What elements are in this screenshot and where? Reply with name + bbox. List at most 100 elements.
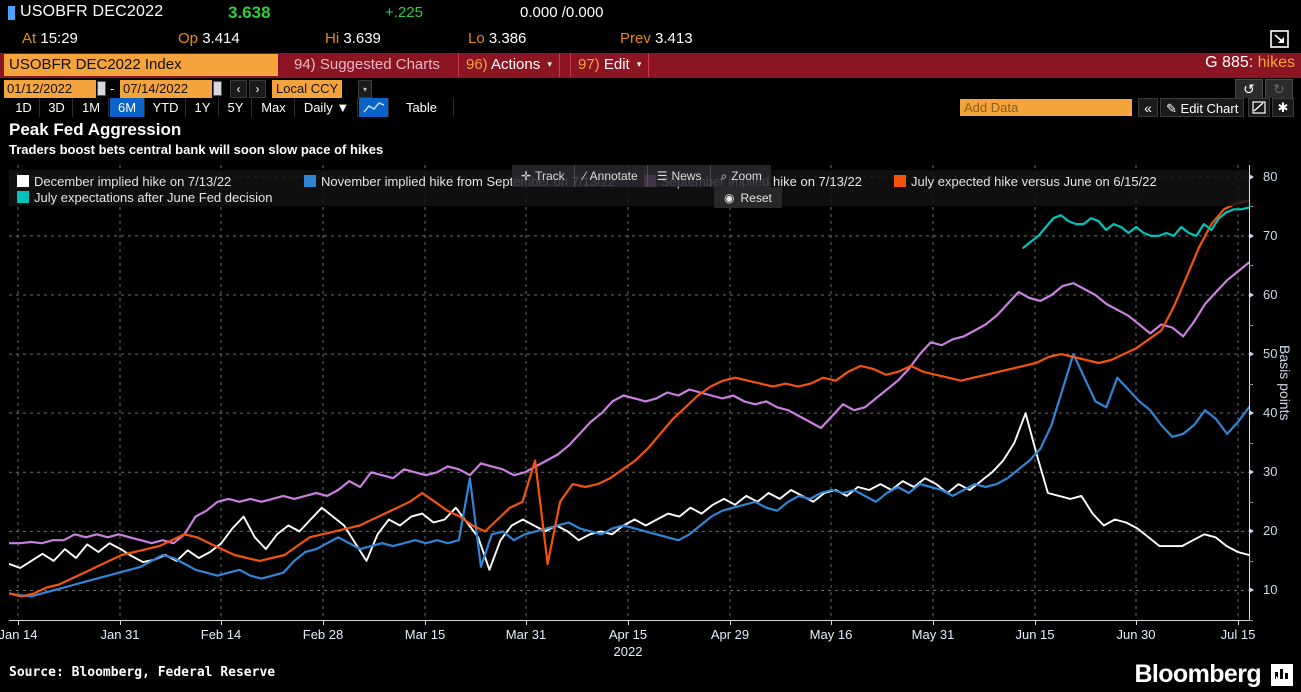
x-tick-label: Jun 30	[1116, 627, 1156, 642]
currency-selector[interactable]: Local CCY	[272, 80, 343, 98]
track-tool-button[interactable]: ✛ Track	[512, 165, 575, 187]
next-period-button[interactable]: ›	[249, 80, 266, 98]
range-button-max[interactable]: Max	[253, 98, 295, 117]
range-button-ytd[interactable]: YTD	[146, 98, 186, 117]
chart-gcode[interactable]: G 885: hikes	[1205, 54, 1295, 72]
x-tick-mark	[1136, 620, 1137, 625]
line-chart-type-icon[interactable]	[359, 98, 389, 117]
range-button-3d[interactable]: 3D	[41, 98, 73, 117]
x-tick-mark	[1035, 620, 1036, 625]
actions-menu-button[interactable]: 96) Actions ▾	[458, 53, 560, 77]
expand-icon[interactable]	[1267, 28, 1293, 50]
x-tick-label: Mar 31	[505, 627, 547, 642]
series-line	[9, 353, 1249, 598]
gear-icon[interactable]: ✱	[1272, 98, 1294, 117]
x-tick-mark	[730, 620, 731, 625]
chevron-down-icon: ▾	[547, 59, 552, 69]
collapse-panel-button[interactable]: «	[1138, 98, 1158, 117]
ticker-symbol: USOBFR DEC2022	[20, 3, 164, 20]
x-tick-label: May 31	[911, 627, 955, 642]
undo-button[interactable]: ↺	[1235, 79, 1263, 99]
x-tick-label: Feb 14	[200, 627, 242, 642]
stat-low: Lo 3.386	[468, 30, 526, 47]
series-line	[9, 412, 1249, 571]
chart-reset-bar[interactable]: ◉ Reset	[714, 187, 782, 208]
y-minor-tick	[1249, 265, 1253, 267]
stat-low-value: 3.386	[488, 30, 527, 47]
x-tick-mark	[425, 620, 426, 625]
y-minor-tick	[1249, 324, 1253, 326]
table-view-button[interactable]: Table	[390, 98, 454, 117]
chart-plot-area[interactable]	[9, 165, 1249, 620]
annotate-tool-button[interactable]: ⁄ Annotate	[575, 165, 648, 187]
end-calendar-icon[interactable]	[213, 81, 222, 96]
legend-item-december[interactable]: December implied hike on 7/13/22	[17, 174, 231, 189]
news-label: News	[671, 169, 702, 183]
news-tool-button[interactable]: ☰ News	[648, 165, 712, 187]
stat-prev-value: 3.413	[655, 30, 693, 47]
annotate-icon[interactable]	[1248, 98, 1270, 117]
crosshair-icon: ✛	[521, 169, 532, 183]
x-axis-line	[9, 620, 1249, 621]
legend-label-july-after-june: July expectations after June Fed decisio…	[34, 190, 273, 205]
legend-swatch-july-versus-june	[894, 175, 906, 187]
edit-number: 97)	[578, 56, 600, 73]
prev-period-button[interactable]: ‹	[230, 80, 247, 98]
y-tick-label: 10	[1263, 582, 1278, 598]
zoom-tool-button[interactable]: ⌕ Zoom	[711, 165, 770, 187]
y-minor-tick	[1249, 206, 1253, 208]
security-input[interactable]: USOBFR DEC2022 Index	[4, 54, 278, 76]
start-calendar-icon[interactable]	[97, 81, 106, 96]
x-axis-year-label: 2022	[613, 644, 643, 659]
ticker-color-block	[8, 6, 15, 20]
source-note: Source: Bloomberg, Federal Reserve	[9, 665, 276, 680]
redo-button[interactable]: ↻	[1265, 79, 1293, 99]
page-subtitle: Traders boost bets central bank will soo…	[9, 142, 384, 157]
y-minor-tick	[1249, 501, 1253, 503]
y-tick-label: 30	[1263, 464, 1278, 480]
y-tick-label: 70	[1263, 227, 1278, 243]
legend-label-july-versus-june: July expected hike versus June on 6/15/2…	[911, 174, 1157, 189]
x-tick-label: Feb 28	[302, 627, 344, 642]
stat-high-label: Hi	[325, 30, 340, 47]
periodicity-dropdown[interactable]: Daily ▼	[296, 98, 358, 117]
currency-chevron-down-icon[interactable]: ▾	[358, 80, 372, 98]
range-button-5y[interactable]: 5Y	[220, 98, 252, 117]
series-line	[9, 199, 1249, 598]
command-bar: USOBFR DEC2022 Index 94) Suggested Chart…	[0, 53, 1301, 78]
x-tick-mark	[18, 620, 19, 625]
edit-menu-button[interactable]: 97) Edit ▾	[570, 53, 650, 77]
gcode-number: G 885:	[1205, 54, 1254, 71]
undo-redo-group: ↺ ↻	[1235, 79, 1293, 99]
legend-item-july-after-june[interactable]: July expectations after June Fed decisio…	[17, 190, 272, 205]
magnifier-icon: ⌕	[720, 168, 728, 183]
range-button-1d[interactable]: 1D	[8, 98, 40, 117]
stat-time: At 15:29	[22, 30, 78, 47]
actions-number: 96)	[466, 56, 488, 73]
stat-open-value: 3.414	[202, 30, 240, 47]
x-tick-label: Jul 15	[1220, 627, 1256, 642]
y-tick-label: 20	[1263, 523, 1278, 539]
y-tick-arrow	[1249, 232, 1254, 239]
start-date-input[interactable]: 01/12/2022	[4, 80, 96, 98]
y-axis: 10 20 30 40 50 60 70 80 Basis points	[1249, 165, 1301, 621]
date-range-dash: -	[110, 81, 115, 96]
x-tick-mark	[831, 620, 832, 625]
range-button-1m[interactable]: 1M	[74, 98, 109, 117]
stat-low-label: Lo	[468, 30, 485, 47]
end-date-input[interactable]: 07/14/2022	[120, 80, 212, 98]
range-button-1y[interactable]: 1Y	[187, 98, 219, 117]
suggested-charts-button[interactable]: 94) Suggested Charts	[294, 56, 440, 73]
legend-item-july-versus-june[interactable]: July expected hike versus June on 6/15/2…	[894, 174, 1157, 189]
y-tick-arrow	[1249, 469, 1254, 476]
x-axis: Jan 14 Jan 31 Feb 14 Feb 28 Mar 15 Mar 31 Apr …	[0, 620, 1255, 659]
range-button-6m[interactable]: 6M	[110, 98, 145, 117]
add-data-input[interactable]: Add Data	[960, 99, 1132, 116]
edit-chart-button[interactable]: ✎ Edit Chart	[1160, 98, 1245, 117]
y-minor-tick	[1249, 560, 1253, 562]
y-tick-arrow	[1249, 173, 1254, 180]
legend-swatch-december	[17, 175, 29, 187]
x-tick-label: Jun 15	[1015, 627, 1055, 642]
x-tick-label: Jan 31	[100, 627, 140, 642]
